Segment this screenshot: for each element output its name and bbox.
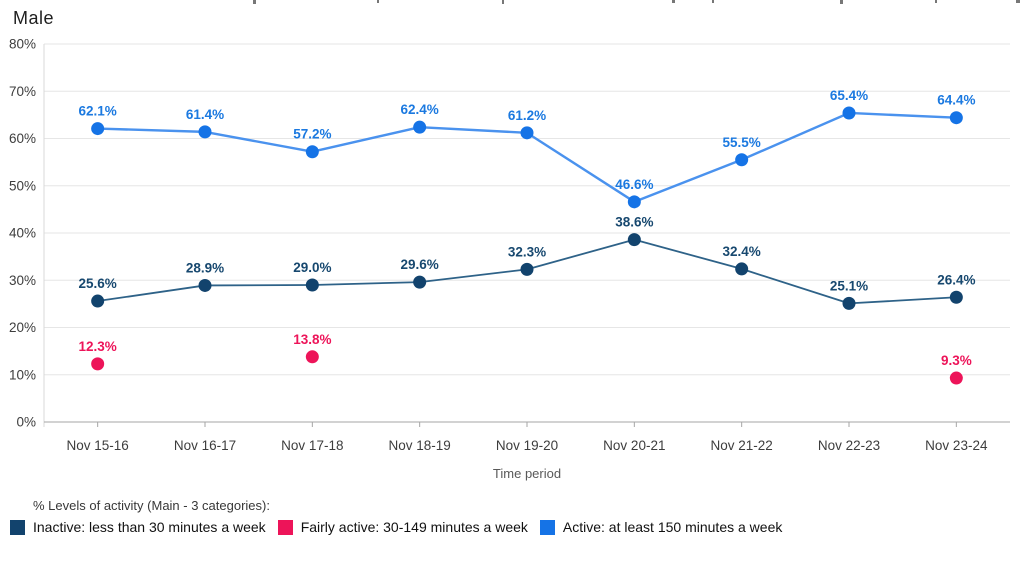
data-label: 62.1%	[79, 104, 117, 119]
legend-label: Fairly active: 30-149 minutes a week	[300, 519, 528, 535]
legend-swatch-icon	[277, 519, 293, 535]
x-axis-title: Time period	[492, 466, 562, 481]
x-tick-label: Nov 16-17	[174, 438, 236, 453]
x-tick-label: Nov 20-21	[603, 438, 665, 453]
data-label: 13.8%	[293, 332, 331, 347]
data-point-marker	[627, 195, 641, 209]
legend-swatch-icon	[10, 519, 25, 535]
data-point-marker	[949, 371, 963, 385]
y-tick-label: 0%	[16, 415, 36, 430]
data-point-marker	[198, 278, 212, 292]
data-label: 32.3%	[508, 244, 546, 259]
data-point-marker	[413, 120, 427, 134]
data-point-marker	[305, 278, 319, 292]
data-label: 61.4%	[186, 107, 224, 122]
data-point-marker	[627, 233, 641, 247]
data-label: 46.6%	[615, 177, 653, 192]
x-tick-label: Nov 17-18	[281, 438, 343, 453]
data-point-marker	[305, 145, 319, 159]
data-label: 65.4%	[830, 88, 868, 103]
legend-item-1: Inactive: less than 30 minutes a week	[10, 519, 266, 535]
data-label: 32.4%	[723, 244, 761, 259]
x-tick-label: Nov 21-22	[711, 438, 773, 453]
y-tick-label: 40%	[9, 226, 36, 241]
legend-heading: % Levels of activity (Main - 3 categorie…	[33, 498, 270, 513]
y-tick-label: 80%	[9, 37, 36, 52]
data-label: 55.5%	[723, 135, 761, 150]
y-tick-label: 10%	[9, 367, 36, 382]
x-tick-label: Nov 15-16	[67, 438, 129, 453]
x-tick-label: Nov 22-23	[818, 438, 880, 453]
x-tick-label: Nov 18-19	[389, 438, 451, 453]
data-label: 26.4%	[937, 272, 975, 287]
legend-item-2: Fairly active: 30-149 minutes a week	[277, 519, 528, 535]
data-label: 25.6%	[79, 276, 117, 291]
data-label: 64.4%	[937, 93, 975, 108]
data-label: 12.3%	[79, 339, 117, 354]
data-label: 57.2%	[293, 127, 331, 142]
data-point-marker	[735, 262, 749, 276]
data-label: 61.2%	[508, 108, 546, 123]
data-point-marker	[91, 294, 105, 308]
y-tick-label: 30%	[9, 273, 36, 288]
legend-label: Inactive: less than 30 minutes a week	[33, 519, 266, 535]
legend-label: Active: at least 150 minutes a week	[562, 519, 783, 535]
y-tick-label: 20%	[9, 320, 36, 335]
data-label: 29.6%	[401, 257, 439, 272]
data-point-marker	[949, 111, 963, 125]
data-point-marker	[520, 262, 534, 276]
data-point-marker	[305, 350, 319, 364]
y-tick-label: 50%	[9, 178, 36, 193]
chart-title: Male	[13, 8, 55, 28]
legend-swatch-icon	[539, 519, 555, 535]
y-tick-label: 70%	[9, 84, 36, 99]
y-tick-label: 60%	[9, 131, 36, 146]
series-line	[97, 111, 957, 204]
x-tick-label: Nov 19-20	[496, 438, 558, 453]
data-point-marker	[91, 122, 105, 136]
data-point-marker	[413, 275, 427, 289]
data-point-marker	[198, 125, 212, 139]
data-label: 28.9%	[186, 260, 224, 275]
data-label: 9.3%	[941, 353, 972, 368]
data-point-marker	[735, 153, 749, 167]
legend-item-3: Active: at least 150 minutes a week	[539, 519, 783, 535]
line-chart-plot: 80% 70% 60% 50% 40% 30% 20% 10% 0% Nov 15-16 Nov 1…	[9, 37, 1010, 453]
data-label: 62.4%	[401, 102, 439, 117]
data-label: 29.0%	[293, 260, 331, 275]
data-label: 38.6%	[615, 215, 653, 230]
data-point-marker	[520, 126, 534, 140]
x-tick-label: Nov 23-24	[925, 438, 988, 453]
legend: Inactive: less than 30 minutes a week Fai…	[10, 519, 782, 535]
data-point-marker	[842, 106, 856, 120]
data-label: 25.1%	[830, 278, 868, 293]
data-point-marker	[949, 290, 963, 304]
data-point-marker	[91, 357, 105, 371]
data-point-marker	[842, 296, 856, 310]
